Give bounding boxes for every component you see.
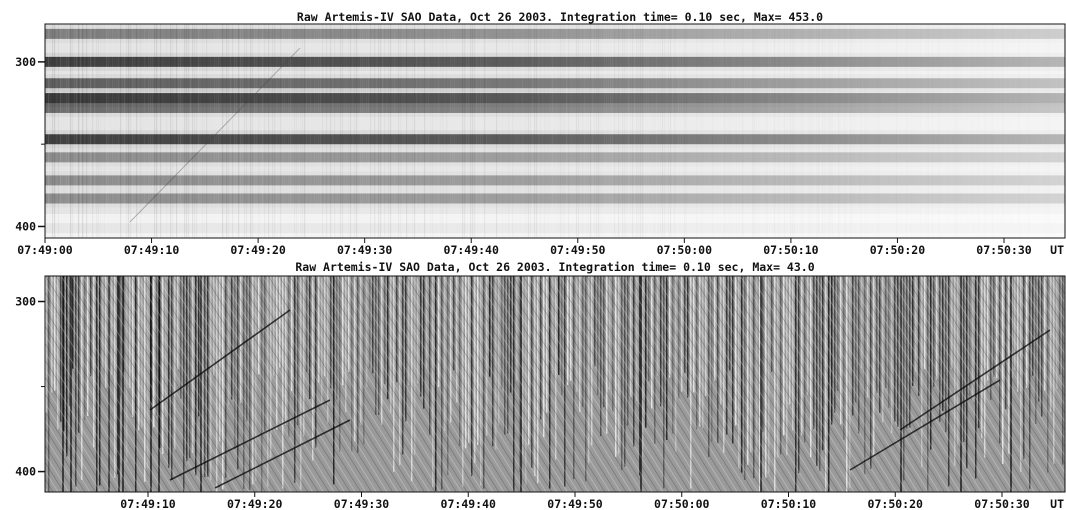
x-tick-label: 07:49:30 bbox=[334, 497, 389, 510]
drifting-burst bbox=[849, 379, 1001, 471]
x-tick-label: 07:49:40 bbox=[441, 497, 496, 510]
drifting-burst bbox=[169, 399, 331, 481]
bottom-y-axis: 300 400 bbox=[15, 295, 45, 479]
top-panel: Raw Artemis-IV SAO Data, Oct 26 2003. In… bbox=[15, 10, 1066, 257]
top-plot-frame bbox=[44, 23, 1066, 239]
drifting-burst bbox=[214, 419, 351, 489]
x-tick-label: 07:50:30 bbox=[976, 243, 1031, 257]
drifting-burst bbox=[149, 309, 291, 411]
x-tick-label: 07:49:10 bbox=[124, 243, 179, 257]
x-tick-label: 07:49:20 bbox=[227, 497, 282, 510]
x-tick-label: 07:50:10 bbox=[763, 243, 818, 257]
y-tick-label: 400 bbox=[15, 219, 36, 233]
drifting-burst bbox=[899, 329, 1051, 431]
bottom-panel-title: Raw Artemis-IV SAO Data, Oct 26 2003. In… bbox=[295, 260, 814, 274]
x-axis-unit-label: UT bbox=[1050, 243, 1064, 257]
bottom-panel: Raw Artemis-IV SAO Data, Oct 26 2003. In… bbox=[15, 260, 1066, 510]
x-tick-label: 07:49:30 bbox=[337, 243, 392, 257]
x-tick-label: 07:49:00 bbox=[17, 243, 72, 257]
top-spectrogram-plot bbox=[45, 24, 1065, 238]
x-tick-label: 07:50:20 bbox=[868, 497, 923, 510]
y-tick-label: 400 bbox=[15, 465, 36, 479]
top-y-axis: 300 400 bbox=[15, 55, 45, 233]
y-tick-label: 300 bbox=[15, 295, 36, 309]
x-tick-label: 07:50:30 bbox=[974, 497, 1029, 510]
x-tick-label: 07:50:10 bbox=[761, 497, 816, 510]
x-tick-label: 07:50:20 bbox=[870, 243, 925, 257]
bottom-plot-texture bbox=[45, 276, 1065, 492]
x-tick-label: 07:49:20 bbox=[230, 243, 285, 257]
bottom-spectrogram-plot bbox=[45, 276, 1065, 492]
x-axis-unit-label: UT bbox=[1050, 497, 1064, 510]
x-tick-label: 07:50:00 bbox=[657, 243, 712, 257]
x-tick-label: 07:50:00 bbox=[654, 497, 709, 510]
x-tick-label: 07:49:10 bbox=[120, 497, 175, 510]
bottom-x-axis: 07:49:10 07:49:20 07:49:30 07:49:40 07:49:50… bbox=[120, 492, 1064, 510]
top-plot-fade-overlay bbox=[45, 24, 1065, 238]
x-tick-label: 07:49:50 bbox=[550, 243, 605, 257]
top-panel-title: Raw Artemis-IV SAO Data, Oct 26 2003. In… bbox=[297, 10, 823, 24]
x-tick-label: 07:49:40 bbox=[444, 243, 499, 257]
top-x-axis: 07:49:00 07:49:10 07:49:20 07:49:30 07:49:40… bbox=[17, 238, 1064, 257]
x-tick-label: 07:49:50 bbox=[547, 497, 602, 510]
y-tick-label: 300 bbox=[15, 55, 36, 69]
bottom-plot-frame bbox=[44, 275, 1066, 493]
